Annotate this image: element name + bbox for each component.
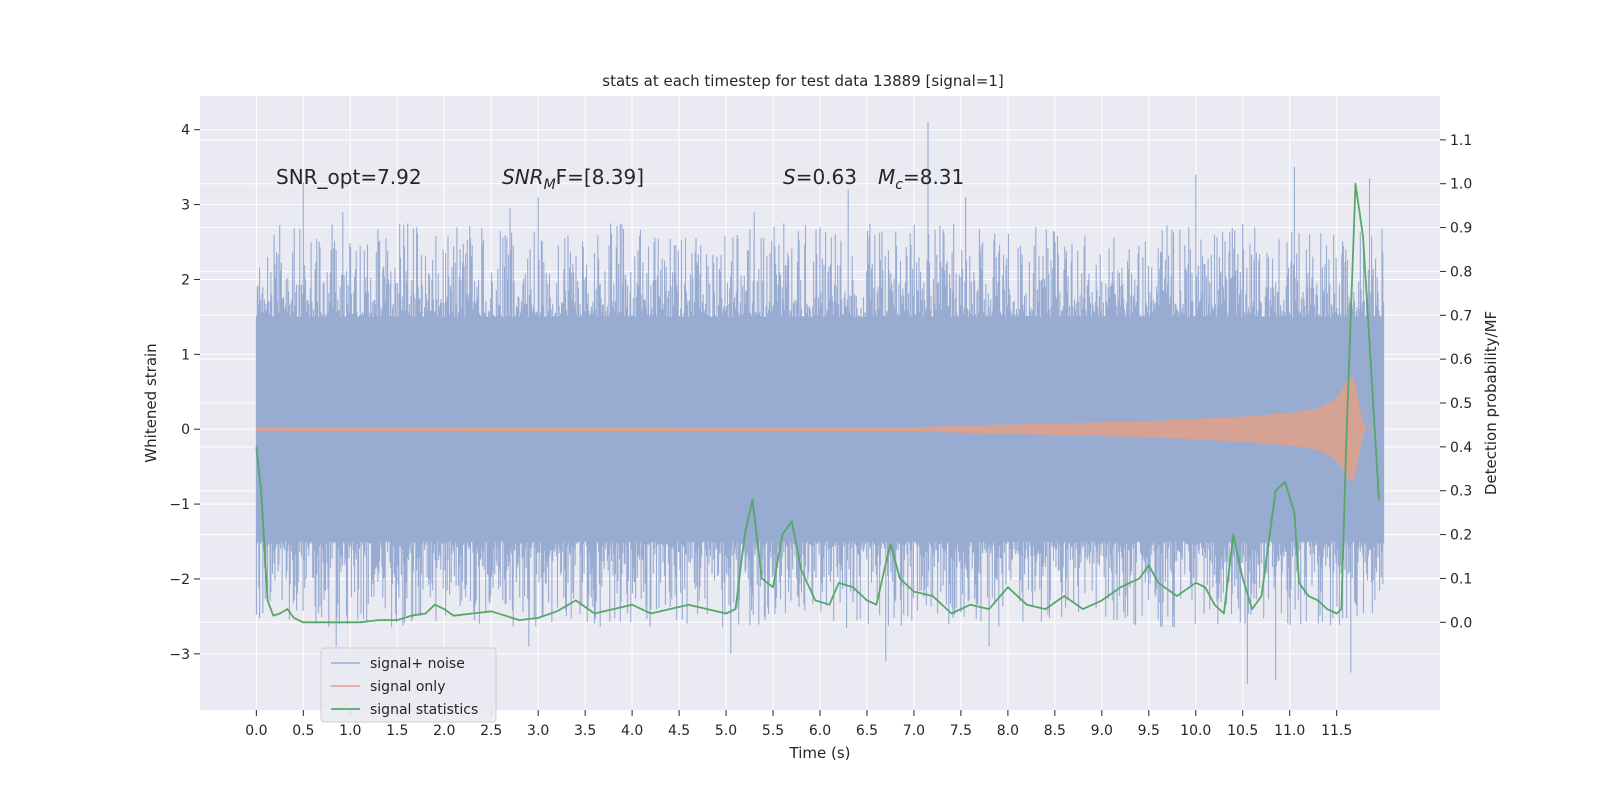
x-tick-label: 2.5 bbox=[480, 723, 502, 739]
x-tick-label: 6.0 bbox=[809, 723, 831, 739]
snr-mf-value: F=[8.39] bbox=[556, 165, 644, 189]
x-tick-label: 11.5 bbox=[1321, 723, 1352, 739]
stat-line bbox=[255, 182, 1380, 624]
snr-opt-annotation: SNR_opt=7.92 bbox=[276, 165, 422, 189]
y-tick-label: −3 bbox=[169, 647, 190, 663]
x-tick-label: 6.5 bbox=[856, 723, 878, 739]
s-value: =0.63 bbox=[796, 165, 857, 189]
s-annotation: S=0.63 bbox=[783, 165, 857, 189]
x-tick-label: 4.5 bbox=[668, 723, 690, 739]
x-tick-label: 9.5 bbox=[1138, 723, 1160, 739]
x-tick-label: 7.5 bbox=[950, 723, 972, 739]
signal-envelope bbox=[255, 376, 1384, 482]
legend-label-stat: signal statistics bbox=[370, 702, 478, 718]
y-axis-title: Whitened strain bbox=[142, 343, 160, 462]
x-tick-label: 3.0 bbox=[527, 723, 549, 739]
y-right-tick-label: 1.0 bbox=[1450, 177, 1472, 193]
s-symbol: S bbox=[783, 165, 796, 189]
y-tick-label: 3 bbox=[181, 198, 190, 214]
x-tick-label: 8.5 bbox=[1044, 723, 1066, 739]
x-tick-label: 1.0 bbox=[339, 723, 361, 739]
y-right-tick-label: 0.2 bbox=[1450, 528, 1472, 544]
snr-mf-annotation: SNRMF=[8.39] bbox=[502, 165, 644, 193]
y-tick-label: 0 bbox=[181, 422, 190, 438]
x-axis-title: Time (s) bbox=[789, 744, 851, 762]
x-tick-label: 9.0 bbox=[1091, 723, 1113, 739]
y-right-tick-label: 0.1 bbox=[1450, 571, 1472, 587]
right-y-axis: 0.0 0.1 0.2 0.3 0.4 0.5 0.6 0.7 0.8 0.9 1.0 1.1 bbox=[1440, 133, 1472, 631]
right-y-axis-title: Detection probability/MF bbox=[1482, 311, 1500, 495]
y-right-tick-label: 0.3 bbox=[1450, 484, 1472, 500]
x-tick-label: 10.5 bbox=[1227, 723, 1258, 739]
chart-title: stats at each timestep for test data 138… bbox=[602, 72, 1003, 90]
x-tick-label: 8.0 bbox=[997, 723, 1019, 739]
y-tick-label: −2 bbox=[169, 572, 190, 588]
y-tick-label: 1 bbox=[181, 347, 190, 363]
x-tick-label: 0.5 bbox=[292, 723, 314, 739]
legend-label-noise: signal+ noise bbox=[370, 656, 465, 672]
left-y-axis: −3 −2 −1 0 1 2 3 4 bbox=[169, 123, 200, 663]
mc-value: =8.31 bbox=[903, 165, 964, 189]
mc-subscript: c bbox=[895, 177, 903, 193]
y-right-tick-label: 0.8 bbox=[1450, 264, 1472, 280]
legend-label-signal: signal only bbox=[370, 679, 445, 695]
y-right-tick-label: 0.9 bbox=[1450, 221, 1472, 237]
x-tick-label: 5.5 bbox=[762, 723, 784, 739]
mc-symbol: M bbox=[878, 165, 895, 189]
snr-mf-symbol: SNR bbox=[502, 165, 544, 189]
y-tick-label: 4 bbox=[181, 123, 190, 139]
x-tick-label: 2.0 bbox=[433, 723, 455, 739]
x-tick-label: 10.0 bbox=[1180, 723, 1211, 739]
y-tick-label: 2 bbox=[181, 272, 190, 288]
y-right-tick-label: 0.6 bbox=[1450, 352, 1472, 368]
x-tick-label: 0.0 bbox=[245, 723, 267, 739]
y-right-tick-label: 0.5 bbox=[1450, 396, 1472, 412]
x-tick-label: 7.0 bbox=[903, 723, 925, 739]
legend-box bbox=[320, 647, 497, 723]
x-tick-label: 1.5 bbox=[386, 723, 408, 739]
x-tick-label: 3.5 bbox=[574, 723, 596, 739]
y-right-tick-label: 1.1 bbox=[1450, 133, 1472, 149]
signal-statistics-series bbox=[255, 182, 1380, 624]
x-tick-label: 11.0 bbox=[1274, 723, 1305, 739]
x-tick-label: 5.0 bbox=[715, 723, 737, 739]
y-tick-label: −1 bbox=[169, 497, 190, 513]
signal-only-series bbox=[255, 376, 1384, 482]
mc-annotation: Mc=8.31 bbox=[878, 165, 964, 193]
x-axis: 0.0 0.5 1.0 1.5 2.0 2.5 3.0 3.5 4.0 4.5 5.0 5.5 6.0 6… bbox=[245, 710, 1352, 739]
x-tick-label: 4.0 bbox=[621, 723, 643, 739]
y-right-tick-label: 0.4 bbox=[1450, 440, 1472, 456]
legend: signal+ noise signal only signal statist… bbox=[320, 647, 497, 723]
y-right-tick-label: 0.0 bbox=[1450, 615, 1472, 631]
y-right-tick-label: 0.7 bbox=[1450, 308, 1472, 324]
snr-mf-subscript: M bbox=[544, 177, 556, 193]
